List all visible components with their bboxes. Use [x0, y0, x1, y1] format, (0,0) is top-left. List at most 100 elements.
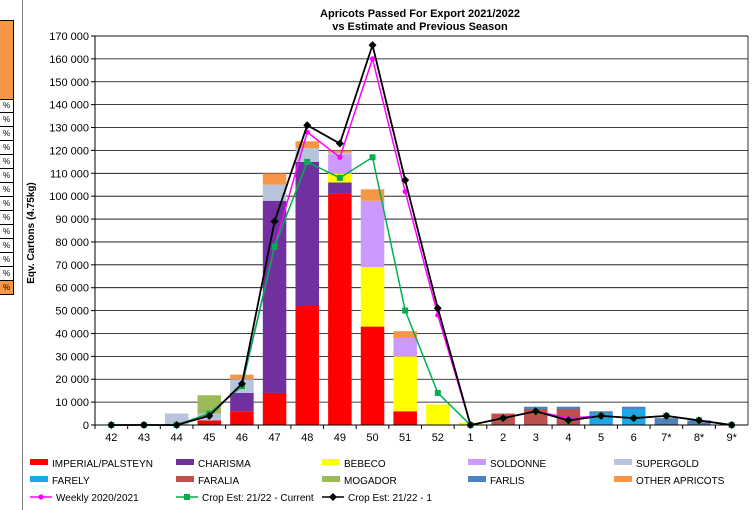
y-tick-label: 90 000: [55, 214, 89, 226]
left-strip-cell: %: [0, 113, 14, 127]
y-tick-label: 0: [83, 420, 89, 432]
line-marker: [401, 176, 410, 185]
line-marker: [531, 407, 540, 416]
left-strip-cell: %: [0, 169, 14, 183]
x-tick-label: 8*: [694, 432, 705, 444]
bar-segment: [328, 193, 352, 425]
line-marker: [662, 411, 671, 420]
bar-segment: [328, 150, 352, 153]
bar-segment: [295, 141, 319, 149]
line-marker: [337, 154, 343, 160]
y-tick-label: 170 000: [49, 31, 89, 43]
legend-label: SOLDONNE: [490, 459, 546, 470]
y-tick-label: 110 000: [50, 168, 89, 180]
legend-label: FARALIA: [198, 476, 239, 487]
y-tick-label: 80 000: [55, 237, 89, 249]
bar-segment: [654, 418, 679, 425]
legend-swatch: [176, 459, 194, 465]
line-marker: [564, 416, 573, 425]
left-strip-cell: %: [0, 183, 14, 197]
legend-label: FARELY: [52, 476, 90, 487]
bar-segment: [230, 411, 254, 425]
y-tick-label: 100 000: [49, 191, 89, 203]
line-marker: [270, 217, 279, 226]
line-series: [107, 41, 736, 429]
legend-label: BEBECO: [344, 459, 386, 470]
bar-segment: [295, 161, 319, 307]
line-marker: [271, 243, 278, 250]
left-strip-cell: %: [0, 99, 14, 113]
bar-segment: [360, 267, 385, 327]
y-tick-label: 10 000: [55, 397, 89, 409]
line-marker: [184, 494, 190, 500]
left-strip-cell: %: [0, 127, 14, 141]
x-tick-label: 3: [533, 432, 539, 444]
bar-segment: [328, 152, 352, 155]
y-tick-label: 30 000: [55, 351, 89, 363]
line-marker: [368, 41, 377, 50]
x-tick-label: 5: [598, 432, 604, 444]
legend-swatch: [614, 459, 632, 465]
bar-segment: [360, 200, 385, 268]
line-marker: [336, 174, 343, 181]
x-tick-label: 45: [203, 432, 215, 444]
line-marker: [695, 416, 704, 425]
x-tick-label: 42: [105, 432, 117, 444]
series-line: [111, 41, 732, 427]
x-tick-label: 1: [467, 432, 473, 444]
bar-segment: [262, 200, 287, 393]
y-tick-label: 140 000: [49, 100, 89, 112]
line-marker: [329, 493, 337, 501]
legend-swatch: [614, 476, 632, 482]
line-marker: [402, 307, 409, 314]
bar-segment: [360, 326, 385, 425]
line-marker: [597, 411, 606, 420]
legend-label: Crop Est: 21/22 - 1: [348, 493, 432, 504]
legend-swatch: [322, 459, 340, 465]
legend-label: Crop Est: 21/22 - Current: [202, 493, 314, 504]
y-tick-label: 60 000: [55, 283, 89, 295]
line-marker: [629, 414, 638, 423]
chart-subtitle: vs Estimate and Previous Season: [332, 21, 508, 33]
line-marker: [433, 304, 442, 313]
line-marker: [237, 379, 246, 388]
legend-label: OTHER APRICOTS: [636, 476, 725, 487]
legend-label: IMPERIAL/PALSTEYN: [52, 459, 153, 470]
bar-segment: [230, 374, 254, 380]
bar-segment: [230, 392, 254, 412]
y-tick-label: 70 000: [55, 260, 89, 272]
bar-segment: [197, 420, 222, 425]
bar-segment: [295, 306, 319, 425]
bar-segment: [262, 184, 287, 201]
x-tick-label: 4: [565, 432, 571, 444]
x-tick-label: 43: [138, 432, 150, 444]
bar-segment: [328, 154, 352, 174]
y-tick-label: 160 000: [49, 54, 89, 66]
legend: IMPERIAL/PALSTEYN CHARISMA BEBECO SOLDONNE S…: [30, 459, 725, 504]
legend-label: Weekly 2020/2021: [56, 493, 139, 504]
x-tick-label: 9*: [726, 432, 737, 444]
bar-segment: [164, 413, 189, 425]
x-tick-label: 44: [171, 432, 183, 444]
panel-divider: [22, 0, 23, 510]
line-marker: [499, 414, 508, 423]
y-tick-label: 40 000: [55, 328, 89, 340]
y-tick-label: 120 000: [49, 145, 89, 157]
stacked-bars: [164, 141, 711, 425]
bar-segment: [426, 404, 450, 425]
legend-swatch: [322, 476, 340, 482]
bar-segment: [621, 406, 646, 409]
left-strip-cell: %: [0, 155, 14, 169]
legend-swatch: [468, 476, 486, 482]
left-orange-block: [0, 20, 14, 100]
x-tick-label: 6: [631, 432, 637, 444]
bar-segment: [393, 338, 417, 357]
series-line: [111, 156, 732, 426]
line-marker: [38, 494, 44, 500]
line-marker: [369, 154, 376, 161]
x-tick-label: 52: [432, 432, 444, 444]
x-tick-label: 7*: [661, 432, 672, 444]
bar-segment: [262, 173, 287, 185]
